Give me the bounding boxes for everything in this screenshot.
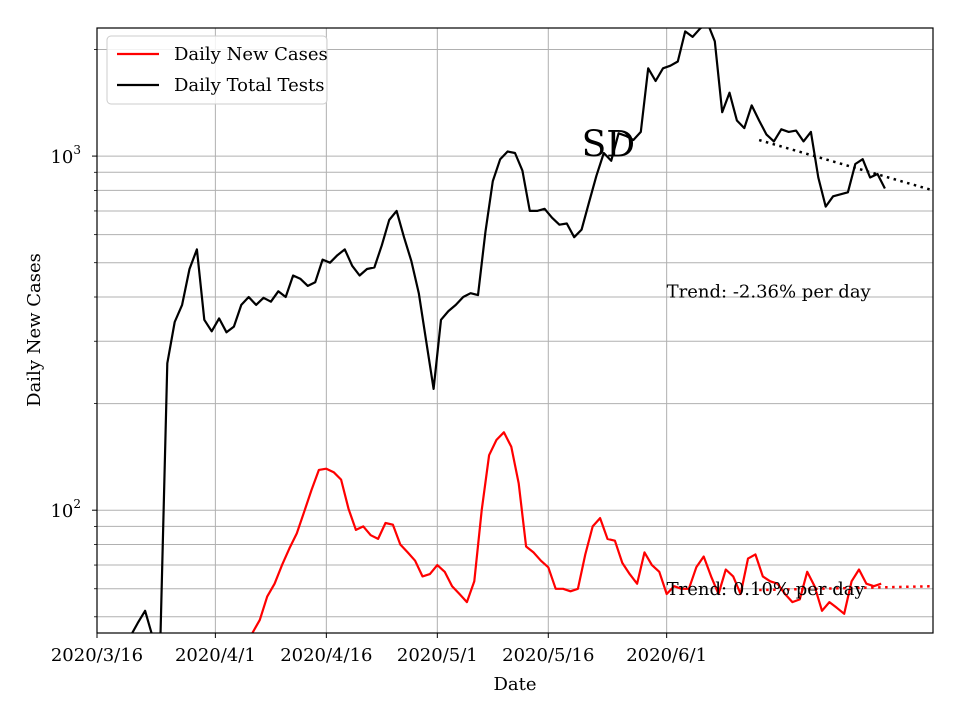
- trendline-daily-total-tests: [758, 138, 933, 192]
- axis-ticks: 2020/3/16 2020/4/1 2020/4/16 2020/5/1 2020/5…: [50, 49, 707, 666]
- x-tick-label: 2020/3/16: [51, 645, 143, 666]
- y-tick-exponent: 2: [73, 497, 81, 511]
- x-axis-label: Date: [493, 674, 536, 695]
- plot-frame: [96, 27, 934, 634]
- grid: [96, 28, 933, 633]
- legend-label-cases: Daily New Cases: [174, 44, 328, 65]
- x-tick-label: 2020/4/1: [175, 645, 256, 666]
- annotation-sd-label: SD: [582, 124, 636, 165]
- series-group: [130, 28, 933, 633]
- series-line-daily-new-cases: [251, 431, 882, 633]
- trendline-daily-new-cases: [759, 584, 933, 592]
- x-tick-label: 2020/5/1: [397, 645, 478, 666]
- annotations: SD Trend: -2.36% per day Trend: 0.10% per …: [582, 124, 872, 600]
- annotation-trend-label: Trend: 0.10% per day: [667, 579, 866, 600]
- y-tick-exponent: 3: [73, 143, 81, 157]
- x-tick-label: 2020/5/16: [502, 645, 594, 666]
- series-line-daily-total-tests: [130, 28, 886, 633]
- legend: Daily New Cases Daily Total Tests: [106, 35, 328, 105]
- y-axis-label: Daily New Cases: [24, 253, 45, 407]
- annotation-trend-label: Trend: -2.36% per day: [667, 281, 872, 302]
- x-tick-label: 2020/4/16: [280, 645, 372, 666]
- legend-label-tests: Daily Total Tests: [174, 75, 324, 96]
- y-tick-label: 102: [50, 497, 81, 522]
- x-tick-label: 2020/6/1: [626, 645, 707, 666]
- legend-box: [106, 35, 328, 105]
- y-tick-label: 103: [50, 143, 81, 168]
- y-tick-base: 10: [50, 501, 73, 522]
- y-tick-base: 10: [50, 147, 73, 168]
